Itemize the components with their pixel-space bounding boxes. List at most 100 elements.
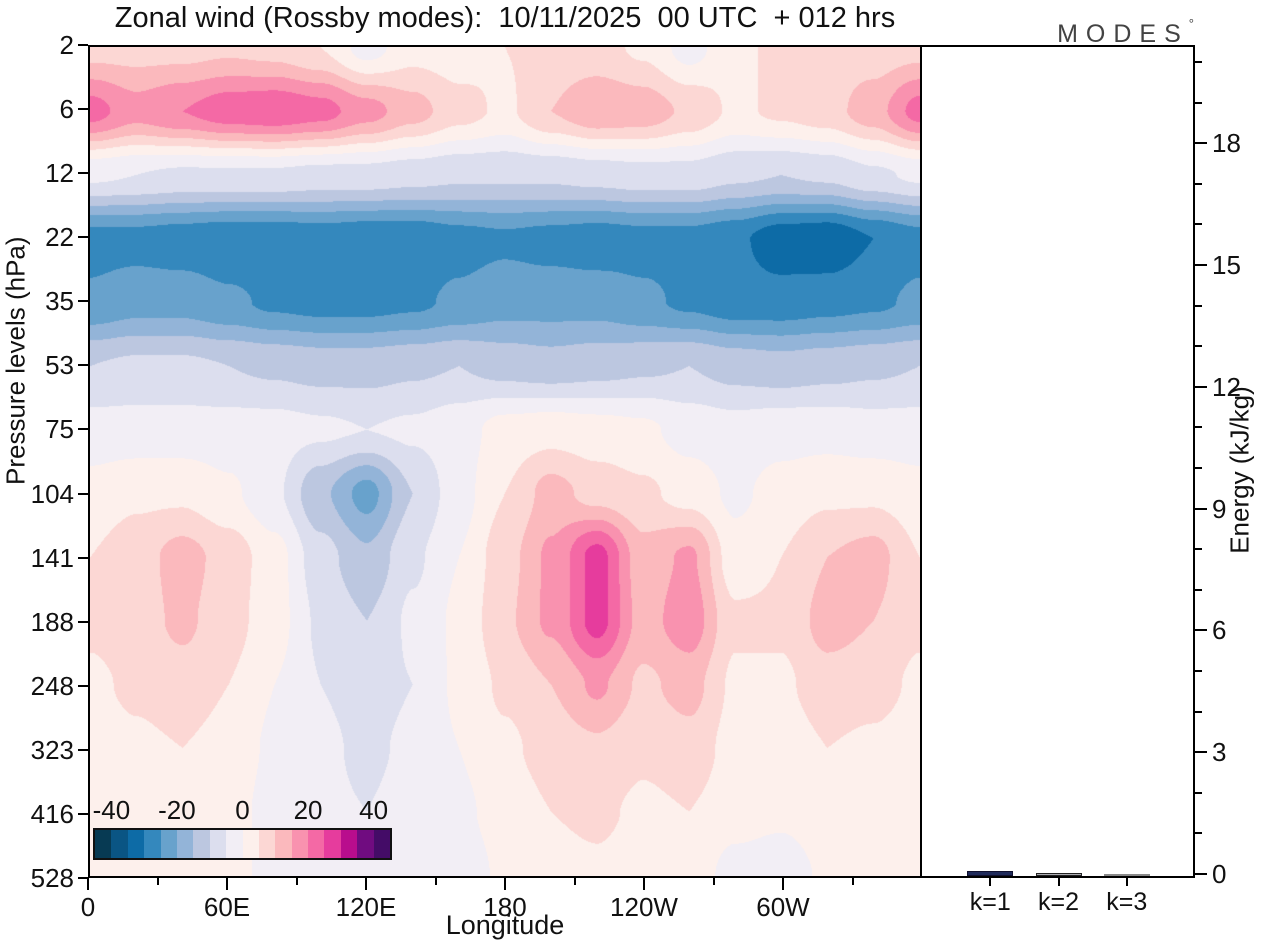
longitude-tick-label: 0 [80,892,96,922]
longitude-tick [365,878,367,890]
energy-tick [1195,507,1207,510]
energy-minor-tick [1195,182,1202,185]
pressure-tick-label: 75 [45,414,74,445]
energy-minor-tick [1195,588,1202,591]
pressure-tick [78,364,88,367]
longitude-tick-label: 120E [335,892,397,922]
modes-logo-mark: ° [1188,16,1194,31]
colorbar-segment [144,830,161,858]
energy-tick-label: 15 [1212,250,1241,280]
colorbar-tick-label: 0 [235,795,250,825]
longitude-minor-tick [434,878,437,885]
colorbar-segment [95,830,112,858]
longitude-axis-label: Longitude [445,910,565,940]
energy-minor-tick [1195,710,1202,713]
pressure-tick [78,172,88,175]
pressure-tick-label: 104 [30,478,74,509]
pressure-tick-label: 2 [59,30,74,60]
longitude-minor-tick [573,878,576,885]
longitude-tick [643,878,645,890]
longitude-minor-tick [712,878,715,885]
colorbar-segment [127,830,145,858]
colorbar-segment [308,830,325,858]
colorbar-segment [324,830,341,858]
colorbar [93,828,392,860]
wavenumber-tick [1057,878,1060,886]
modes-logo-text: MODES [1057,20,1189,48]
pressure-tick-label: 188 [30,606,74,637]
pressure-tick-label: 53 [45,350,74,381]
energy-tick [1195,264,1207,266]
colorbar-segment [373,830,391,858]
colorbar-tick-label: 20 [293,795,323,825]
energy-minor-tick [1195,345,1202,348]
energy-bar-k1 [967,871,1014,876]
contour-panel: -40 -20 0 20 40 [88,45,922,878]
colorbar-segment [242,830,259,858]
energy-panel [922,45,1195,878]
pressure-tick [78,300,88,303]
energy-tick-label: 0 [1212,859,1227,889]
wavenumber-tick [989,878,992,886]
pressure-tick [78,620,88,623]
energy-bar-k2 [1035,873,1082,876]
energy-minor-tick [1195,832,1202,835]
pressure-tick-label: 141 [30,542,74,573]
longitude-tick [504,878,506,890]
pressure-tick [78,428,88,431]
energy-tick [1195,873,1207,875]
colorbar-segment [275,830,292,858]
pressure-tick [78,684,88,687]
longitude-minor-tick [156,878,159,885]
colorbar-segment [193,830,210,858]
energy-tick-label: 18 [1212,128,1241,159]
longitude-tick [226,878,228,890]
energy-minor-tick [1195,426,1202,429]
colorbar-segment [340,830,358,858]
energy-minor-tick [1195,467,1202,469]
colorbar-segment [160,830,177,858]
pressure-tick [78,44,88,46]
wavenumber-label: k=2 [1037,888,1080,916]
energy-minor-tick [1195,223,1202,226]
pressure-tick-label: 22 [45,222,74,253]
longitude-minor-tick [295,878,298,885]
longitude-tick-label: 180 [483,892,527,922]
longitude-tick-label: 60E [203,892,251,922]
pressure-tick-label: 416 [30,798,74,829]
colorbar-segment [226,830,243,858]
pressure-tick-label: 35 [45,286,74,317]
energy-minor-tick [1195,670,1202,672]
pressure-tick [78,108,88,111]
pressure-tick-label: 323 [30,734,74,765]
energy-tick-label: 3 [1212,737,1227,768]
wavenumber-tick [1125,878,1128,886]
colorbar-tick-label: -40 [92,795,131,825]
longitude-tick [782,878,784,890]
wavenumber-label: k=3 [1106,888,1148,916]
pressure-tick [78,556,88,559]
pressure-tick-label: 248 [30,670,74,701]
colorbar-segment [357,830,374,858]
energy-minor-tick [1195,101,1202,104]
zonal-wind-contour-canvas [90,47,920,876]
chart-title: Zonal wind (Rossby modes): 10/11/2025 00… [114,2,896,34]
energy-tick [1195,751,1207,754]
longitude-tick [87,878,89,890]
pressure-axis-label: Pressure levels (hPa) [0,236,31,485]
energy-minor-tick [1195,61,1202,63]
pressure-tick [78,877,88,879]
energy-tick [1195,142,1207,145]
wavenumber-label: k=1 [969,888,1011,916]
colorbar-segment [176,830,194,858]
energy-bar-k3 [1103,874,1150,876]
longitude-tick-label: 60W [756,892,810,922]
pressure-tick-label: 12 [45,158,74,189]
modes-logo: MODES° [1057,16,1194,49]
energy-minor-tick [1195,548,1202,551]
energy-tick [1195,385,1207,388]
energy-tick-label: 9 [1212,493,1227,524]
energy-tick [1195,629,1207,632]
energy-tick-label: 6 [1212,615,1227,646]
